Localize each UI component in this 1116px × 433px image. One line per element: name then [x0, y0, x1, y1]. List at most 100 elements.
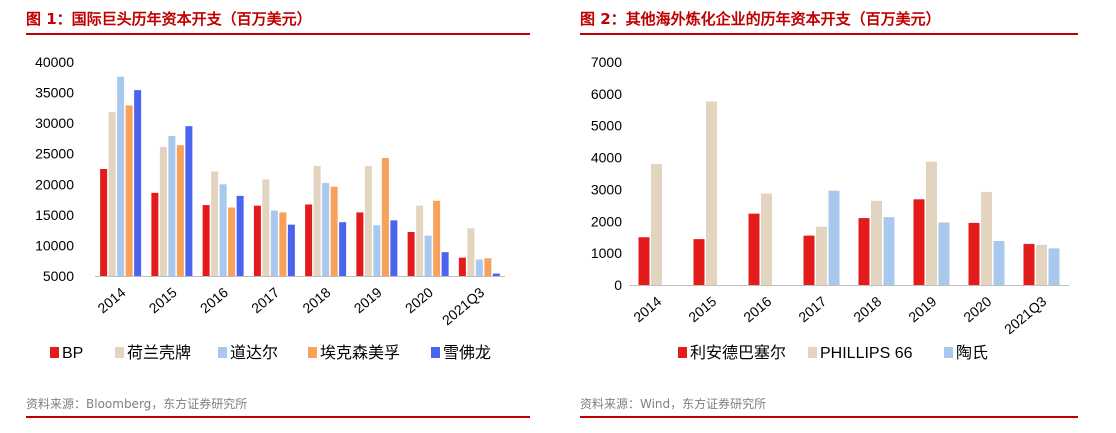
bar: [467, 228, 475, 276]
chart-panel-2: 图 2：其他海外炼化企业的历年资本开支（百万美元） 7000 6000 5000 40…: [574, 0, 1116, 433]
legend-swatch: [50, 347, 59, 358]
y-tick-label: 4000: [591, 150, 622, 166]
source-note: 资料来源：Wind，东方证券研究所: [580, 397, 767, 411]
bar: [287, 224, 295, 276]
bar: [364, 165, 372, 276]
x-tick-label: 2015: [685, 293, 719, 325]
x-tick-label: 2015: [146, 284, 180, 316]
bar: [253, 205, 261, 276]
x-tick-label: 2019: [351, 284, 385, 316]
bar: [651, 163, 662, 285]
bar: [1048, 248, 1060, 285]
title-rule: [580, 33, 1078, 35]
legend-label: 陶氏: [956, 344, 988, 362]
bar: [748, 213, 760, 285]
bar: [185, 126, 193, 276]
bar: [816, 226, 827, 285]
bar: [134, 90, 142, 276]
bar: [322, 183, 330, 276]
bar: [761, 193, 772, 285]
bar: [638, 237, 650, 285]
bar: [883, 217, 895, 285]
x-tick-label: 2014: [630, 293, 664, 325]
bar: [706, 101, 717, 285]
y-tick-label: 15000: [35, 207, 74, 223]
x-tick-label: 2016: [740, 293, 774, 325]
bar: [339, 222, 347, 276]
bottom-rule: [26, 416, 530, 418]
x-tick-label: 2017: [248, 284, 282, 316]
bar: [228, 207, 236, 276]
bar: [828, 190, 840, 285]
bar: [926, 161, 937, 285]
bottom-rule: [580, 416, 1078, 418]
bar: [151, 192, 159, 276]
bar: [176, 145, 184, 276]
x-tick-label: 2021Q3: [1001, 293, 1050, 337]
bar: [981, 191, 992, 285]
y-tick-label: 25000: [35, 146, 74, 162]
bar: [693, 239, 705, 285]
bar: [219, 184, 227, 276]
y-tick-label: 10000: [35, 237, 74, 253]
bar: [159, 146, 167, 276]
bar: [330, 186, 338, 276]
x-tick-label: 2018: [850, 293, 884, 325]
bar: [913, 199, 925, 285]
legend-swatch: [808, 347, 817, 358]
y-tick-label: 20000: [35, 176, 74, 192]
bar: [492, 273, 500, 276]
title-rule: [26, 33, 530, 35]
legend-swatch: [431, 347, 440, 358]
bar: [108, 112, 116, 276]
bar: [1023, 243, 1035, 285]
legend-swatch: [115, 347, 124, 358]
bar: [270, 210, 278, 276]
bar: [100, 169, 108, 276]
chart-panel-1: 图 1：国际巨头历年资本开支（百万美元） 40000 35000 30000 2500…: [0, 0, 540, 433]
bar-chart: 40000 35000 30000 25000 20000 15000 10000 5000 2…: [35, 54, 505, 362]
figure-title: 图 2：其他海外炼化企业的历年资本开支（百万美元）: [580, 10, 941, 28]
y-tick-label: 35000: [35, 85, 74, 101]
bar: [373, 225, 381, 276]
y-tick-label: 2000: [591, 213, 622, 229]
x-tick-label: 2021Q3: [439, 284, 488, 328]
bar: [424, 235, 432, 276]
y-tick-label: 5000: [591, 118, 622, 134]
legend-label: 荷兰壳牌: [127, 344, 191, 362]
legend-swatch: [678, 347, 687, 358]
bar: [433, 200, 441, 276]
y-tick-label: 3000: [591, 181, 622, 197]
y-tick-label: 40000: [35, 54, 74, 70]
legend-label: 利安德巴塞尔: [690, 344, 786, 362]
bar: [356, 212, 364, 276]
bar: [1036, 244, 1047, 285]
y-tick-label: 0: [614, 277, 622, 293]
legend-label: BP: [62, 345, 83, 362]
bar: [117, 76, 125, 276]
source-note: 资料来源：Bloomberg，东方证券研究所: [26, 397, 248, 411]
x-tick-label: 2016: [197, 284, 231, 316]
bar: [938, 222, 950, 285]
legend-label: 道达尔: [230, 344, 278, 362]
y-tick-label: 1000: [591, 245, 622, 261]
y-tick-label: 5000: [43, 268, 74, 284]
bar: [475, 259, 483, 276]
bar: [993, 241, 1005, 285]
bar: [236, 195, 244, 276]
bar: [458, 257, 466, 276]
bar: [279, 212, 287, 276]
x-tick-label: 2020: [960, 293, 994, 325]
bar: [381, 157, 389, 276]
bar: [313, 165, 321, 276]
legend-label: 埃克森美孚: [320, 344, 400, 362]
bar: [125, 105, 133, 276]
bar: [858, 218, 870, 285]
x-tick-label: 2020: [402, 284, 436, 316]
bar: [441, 252, 449, 276]
bar: [416, 205, 424, 276]
x-tick-label: 2014: [94, 284, 128, 316]
bar: [305, 204, 313, 276]
legend-label: PHILLIPS 66: [820, 345, 913, 362]
bar: [803, 235, 815, 285]
